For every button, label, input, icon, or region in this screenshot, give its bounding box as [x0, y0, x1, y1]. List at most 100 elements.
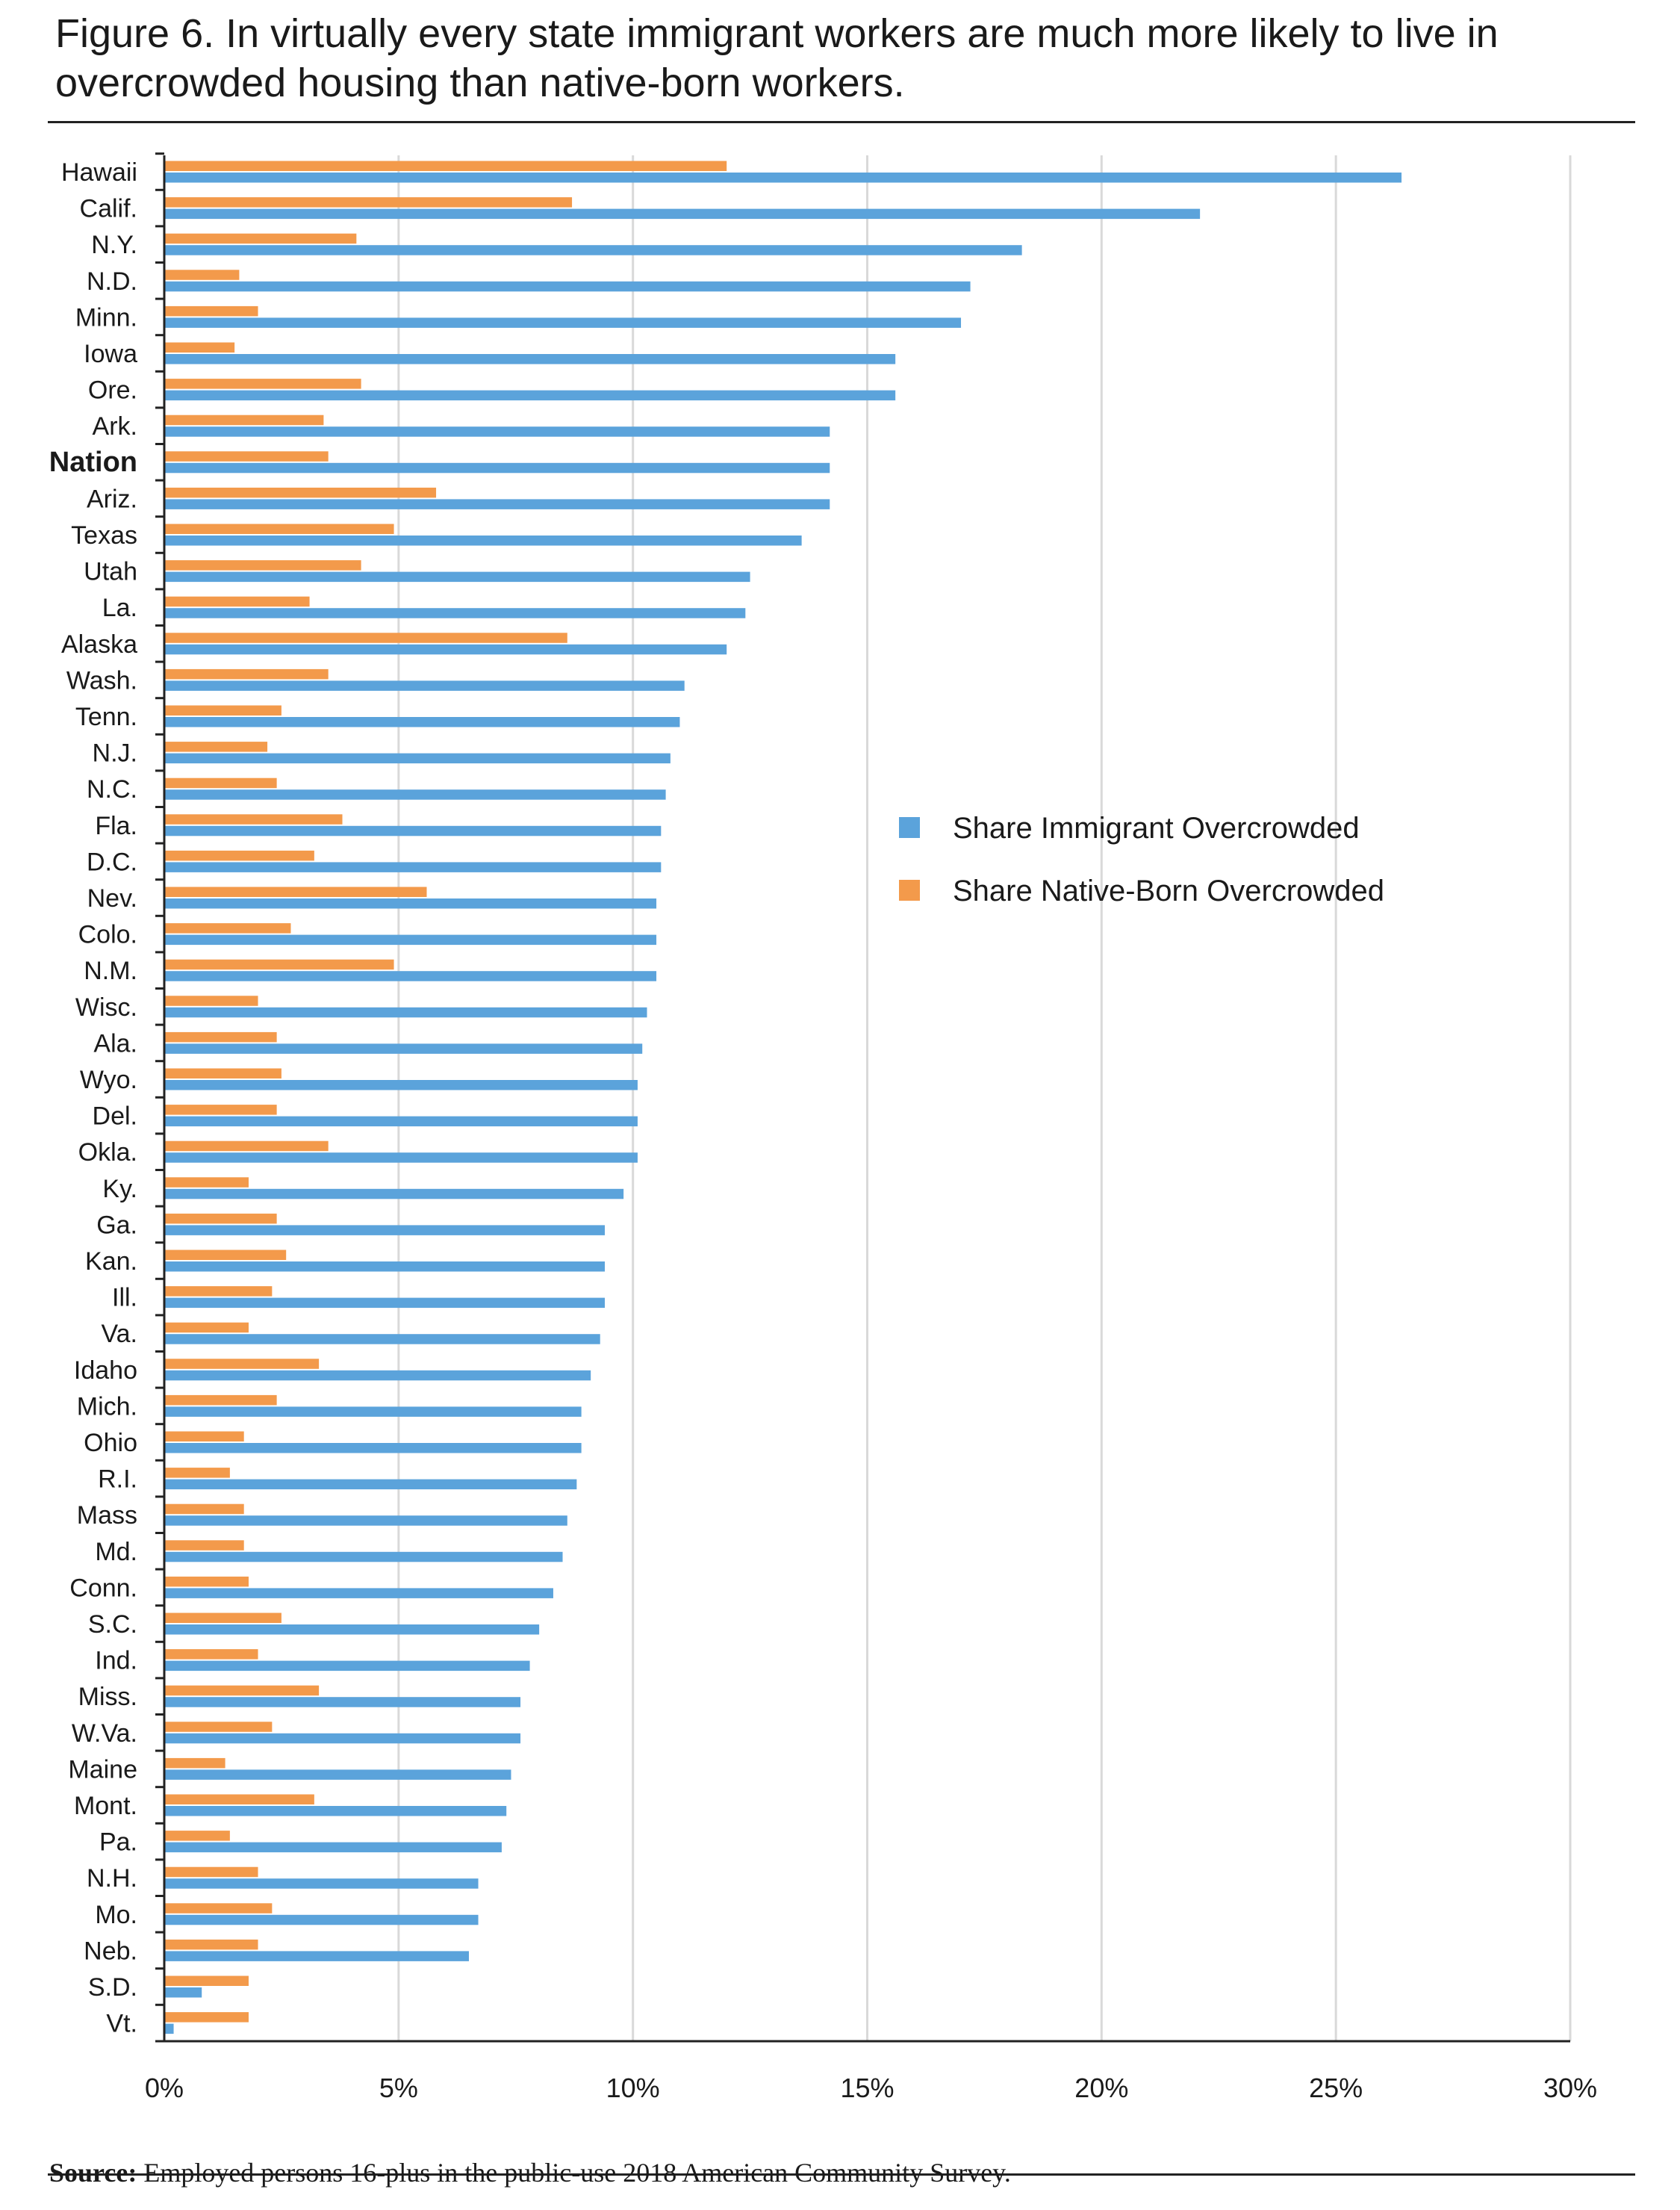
bar-immigrant [164, 717, 680, 727]
category-label: Del. [93, 1102, 137, 1131]
bar-native-born [164, 1250, 287, 1260]
bar-native-born [164, 1031, 277, 1043]
bar-native-born [164, 1177, 249, 1188]
bar-native-born [164, 1286, 273, 1297]
category-label: Md. [95, 1538, 137, 1566]
bar-native-born [164, 777, 277, 789]
bar-native-born [164, 1685, 320, 1696]
bar-native-born [164, 1576, 249, 1587]
bar-immigrant [164, 2023, 174, 2034]
category-label: Wash. [66, 666, 137, 695]
bar-immigrant [164, 173, 1402, 183]
legend: Share Immigrant Overcrowded Share Native… [899, 812, 1384, 907]
source-rule [48, 2173, 1635, 2176]
bar-native-born [164, 1322, 249, 1333]
bar-native-born [164, 233, 357, 244]
bar-immigrant [164, 862, 662, 872]
bar-immigrant [164, 1842, 502, 1853]
bar-immigrant [164, 1479, 577, 1490]
bar-native-born [164, 270, 240, 280]
bar-native-born [164, 1939, 258, 1950]
bar-native-born [164, 1975, 249, 1986]
category-label: Ark. [93, 412, 137, 441]
bar-native-born [164, 1213, 277, 1224]
x-tick-label: 0% [145, 2073, 184, 2103]
category-label: Ind. [95, 1647, 137, 1675]
legend-swatch-immigrant [899, 817, 920, 838]
category-label: Ariz. [87, 485, 137, 513]
source-label: Source: [49, 2158, 137, 2188]
category-label: Tenn. [75, 703, 137, 731]
category-label: Ohio [84, 1429, 137, 1457]
bar-immigrant [164, 462, 830, 474]
bar-immigrant [164, 1370, 591, 1381]
bar-immigrant [164, 1660, 530, 1672]
bar-immigrant [164, 825, 662, 836]
category-label: Maine [68, 1755, 137, 1784]
bar-immigrant [164, 281, 971, 292]
category-label: Neb. [84, 1937, 137, 1965]
bar-native-born [164, 524, 394, 534]
bar-native-born [164, 742, 268, 752]
bar-native-born [164, 1757, 225, 1769]
bar-immigrant [164, 1261, 606, 1272]
bar-immigrant [164, 608, 746, 618]
bar-native-born [164, 996, 258, 1006]
bar-native-born [164, 887, 427, 897]
chart-title: Figure 6. In virtually every state immig… [55, 11, 1499, 105]
category-label: N.C. [87, 775, 137, 804]
bar-native-born [164, 1903, 273, 1913]
bar-native-born [164, 1468, 230, 1478]
bar-immigrant [164, 317, 962, 328]
source-text: Employed persons 16-plus in the public-u… [137, 2158, 1011, 2188]
bar-immigrant [164, 898, 657, 909]
bar-native-born [164, 959, 394, 970]
bar-native-born [164, 1105, 277, 1115]
x-tick-label: 25% [1309, 2073, 1363, 2103]
bar-native-born [164, 1540, 244, 1551]
x-tick-label: 10% [606, 2073, 660, 2103]
bar-immigrant [164, 1697, 521, 1707]
category-label: Miss. [78, 1683, 137, 1711]
category-labels: Hawaii Calif. N.Y. N.D. Minn. Iowa Ore. Ark. Nat… [49, 158, 137, 2038]
bar-immigrant [164, 1225, 606, 1235]
category-label: S.D. [88, 1973, 137, 2002]
category-label: Mo. [95, 1901, 137, 1929]
gridlines [397, 155, 1572, 2041]
category-label: Wyo. [80, 1066, 137, 1094]
category-label: Nation [49, 447, 137, 478]
bar-immigrant [164, 1443, 582, 1453]
bar-immigrant [164, 208, 1201, 220]
category-label: Alaska [61, 630, 137, 659]
category-label: Va. [101, 1320, 137, 1348]
bar-native-born [164, 2012, 249, 2023]
bar-native-born [164, 379, 361, 389]
bar-native-born [164, 487, 437, 498]
category-label: Vt. [106, 2010, 137, 2038]
bar-native-born [164, 451, 329, 462]
category-label: Mont. [74, 1792, 137, 1820]
bar-native-born [164, 1649, 258, 1660]
bar-immigrant [164, 426, 830, 437]
category-label: Utah [84, 558, 137, 586]
legend-swatch-native [899, 880, 920, 901]
bar-immigrant [164, 1152, 638, 1163]
category-label: N.H. [87, 1864, 137, 1893]
category-label: Ill. [112, 1284, 137, 1312]
x-tick-label: 5% [379, 2073, 418, 2103]
category-label: Calif. [80, 195, 137, 223]
bar-immigrant [164, 789, 666, 800]
legend-label-native: Share Native-Born Overcrowded [953, 875, 1384, 907]
bar-immigrant [164, 1733, 521, 1744]
bar-immigrant [164, 1588, 553, 1598]
bar-immigrant [164, 1515, 567, 1526]
bar-immigrant [164, 1334, 600, 1344]
bar-native-born [164, 1831, 230, 1841]
category-label: Ky. [102, 1175, 137, 1203]
bar-immigrant [164, 1188, 624, 1199]
bar-native-born [164, 1722, 273, 1732]
category-label: La. [102, 594, 137, 622]
bar-native-born [164, 633, 567, 643]
bar-immigrant [164, 571, 750, 583]
